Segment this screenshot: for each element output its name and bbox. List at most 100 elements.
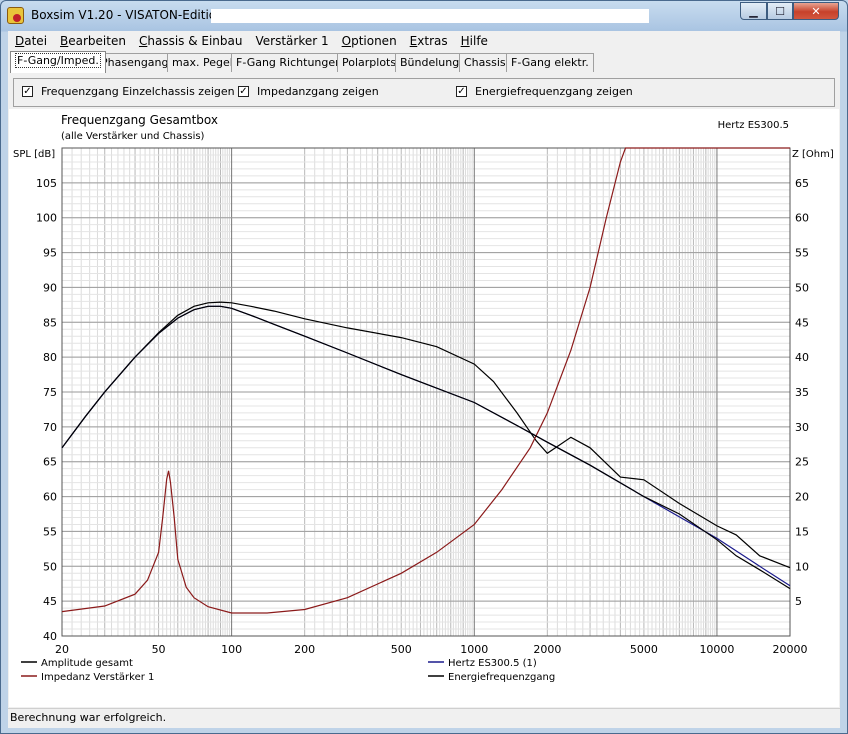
- frequency-response-chart: 20 50 100 200 500 1000 2000 5000 10000 20000 40 45 5…: [13, 113, 834, 683]
- title-bar[interactable]: Boxsim V1.20 - VISATON-Edition [ ▁ ☐ ✕: [1, 1, 847, 29]
- menu-label: xtras: [417, 33, 448, 48]
- menu-label: ilfe: [469, 33, 488, 48]
- status-text: Berechnung war erfolgreich.: [10, 711, 167, 724]
- y-tick-label-left: 45: [43, 595, 57, 608]
- legend-label: Hertz ES300.5 (1): [448, 658, 537, 669]
- y-tick-label-right: 25: [795, 456, 809, 469]
- window-title: Boxsim V1.20 - VISATON-Edition [: [31, 8, 233, 22]
- x-tick-label: 500: [391, 643, 412, 656]
- legend-label: Amplitude gesamt: [41, 658, 133, 669]
- menu-label: hassis & Einbau: [147, 33, 243, 48]
- tab-buendelung[interactable]: Bündelung: [395, 53, 465, 72]
- x-tick-label: 2000: [533, 643, 561, 656]
- y-tick-label-left: 80: [43, 351, 57, 364]
- minimize-button[interactable]: ▁: [740, 2, 767, 20]
- x-tick-label: 20000: [773, 643, 808, 656]
- menu-label: atei: [24, 33, 48, 48]
- x-tick-label: 1000: [460, 643, 488, 656]
- menu-datei[interactable]: Datei: [8, 34, 53, 48]
- series-line-energiefrequenzgang: [61, 305, 791, 590]
- tab-fgang-richtungen[interactable]: F-Gang Richtungen: [231, 53, 348, 72]
- menu-optionen[interactable]: Optionen: [335, 34, 403, 48]
- checkbox-einzelchassis[interactable]: ✓: [22, 86, 33, 97]
- chart-series: [61, 147, 791, 614]
- chart-corner-label: Hertz ES300.5: [718, 120, 789, 131]
- checkbox-impedanz[interactable]: ✓: [238, 86, 249, 97]
- tab-phasengang[interactable]: Phasengang: [96, 53, 174, 72]
- maximize-button[interactable]: ☐: [767, 2, 793, 20]
- tab-label: Phasengang: [101, 56, 169, 69]
- y-tick-label-right: 45: [795, 316, 809, 329]
- series-line-amplitude-gesamt: [61, 301, 791, 569]
- x-tick-label: 5000: [630, 643, 658, 656]
- legend-label: Energiefrequenzgang: [448, 672, 555, 683]
- y-tick-label-right: 5: [795, 595, 802, 608]
- x-tick-label: 50: [152, 643, 166, 656]
- x-tick-label: 10000: [699, 643, 734, 656]
- chart-tick-labels: 20 50 100 200 500 1000 2000 5000 10000 20000 40 45 5…: [36, 177, 809, 656]
- y-tick-label-right: 35: [795, 386, 809, 399]
- menu-label: Verstärker 1: [255, 33, 329, 48]
- tab-label: F-Gang/Imped.: [15, 53, 101, 68]
- tab-chassis[interactable]: Chassis: [459, 53, 511, 72]
- y-tick-label-left: 60: [43, 491, 57, 504]
- option-label: Impedanzgang zeigen: [257, 85, 379, 98]
- menu-mnemonic: B: [60, 33, 69, 48]
- tab-bar: F-Gang/Imped. Phasengang max. Pegel F-Ga…: [8, 50, 840, 74]
- chart-title: Frequenzgang Gesamtbox: [61, 113, 218, 127]
- y-tick-label-right: 10: [795, 560, 809, 573]
- x-tick-label: 100: [221, 643, 242, 656]
- y-tick-label-left: 75: [43, 386, 57, 399]
- menu-mnemonic: C: [138, 33, 148, 48]
- checkbox-energie[interactable]: ✓: [456, 86, 467, 97]
- status-bar: Berechnung war erfolgreich.: [8, 708, 840, 728]
- y-tick-label-left: 105: [36, 177, 57, 190]
- tab-label: F-Gang elektr.: [511, 56, 589, 69]
- menu-chassis-einbau[interactable]: Chassis & Einbau: [132, 34, 249, 48]
- option-label: Frequenzgang Einzelchassis zeigen: [41, 85, 235, 98]
- tab-label: Polarplots: [342, 56, 397, 69]
- y-tick-label-left: 40: [43, 630, 57, 643]
- tab-polarplots[interactable]: Polarplots: [337, 53, 402, 72]
- menu-mnemonic: H: [460, 33, 470, 48]
- y-tick-label-left: 50: [43, 560, 57, 573]
- menu-hilfe[interactable]: Hilfe: [454, 34, 494, 48]
- menu-mnemonic: D: [15, 33, 25, 48]
- app-icon[interactable]: [7, 7, 24, 24]
- menu-bar: Datei Bearbeiten Chassis & Einbau Verstä…: [8, 31, 840, 50]
- menu-label: earbeiten: [68, 33, 126, 48]
- y-axis-left-label: SPL [dB]: [13, 149, 55, 160]
- tab-label: Chassis: [464, 56, 506, 69]
- y-tick-label-right: 15: [795, 525, 809, 538]
- menu-extras[interactable]: Extras: [403, 34, 454, 48]
- tab-label: Bündelung: [400, 56, 460, 69]
- tab-max-pegel[interactable]: max. Pegel: [167, 53, 238, 72]
- y-tick-label-right: 20: [795, 491, 809, 504]
- option-einzelchassis[interactable]: ✓ Frequenzgang Einzelchassis zeigen: [22, 85, 235, 98]
- y-tick-label-left: 70: [43, 421, 57, 434]
- chart-area: 20 50 100 200 500 1000 2000 5000 10000 20000 40 45 5…: [9, 109, 839, 707]
- tab-label: F-Gang Richtungen: [236, 56, 343, 69]
- y-tick-label-left: 100: [36, 212, 57, 225]
- title-redacted-field: [211, 9, 649, 23]
- y-tick-label-right: 40: [795, 351, 809, 364]
- tab-fgang-imped[interactable]: F-Gang/Imped.: [10, 51, 106, 73]
- menu-verstaerker[interactable]: Verstärker 1: [249, 34, 335, 48]
- tab-fgang-elektr[interactable]: F-Gang elektr.: [506, 53, 594, 72]
- series-line-impedanz-verst-rker-1: [61, 147, 790, 614]
- y-tick-label-left: 55: [43, 525, 57, 538]
- y-tick-label-left: 90: [43, 281, 57, 294]
- tab-label: max. Pegel: [172, 56, 233, 69]
- y-tick-label-right: 30: [795, 421, 809, 434]
- close-button[interactable]: ✕: [793, 2, 839, 20]
- menu-bearbeiten[interactable]: Bearbeiten: [53, 34, 132, 48]
- chart-legend: Amplitude gesamt Impedanz Verstärker 1 Her…: [21, 658, 555, 683]
- option-impedanz[interactable]: ✓ Impedanzgang zeigen: [238, 85, 379, 98]
- option-energie[interactable]: ✓ Energiefrequenzgang zeigen: [456, 85, 633, 98]
- y-tick-label-right: 55: [795, 247, 809, 260]
- y-tick-label-right: 65: [795, 177, 809, 190]
- menu-mnemonic: E: [409, 33, 418, 48]
- chart-subtitle: (alle Verstärker und Chassis): [61, 131, 205, 142]
- plot-frame: [61, 147, 791, 637]
